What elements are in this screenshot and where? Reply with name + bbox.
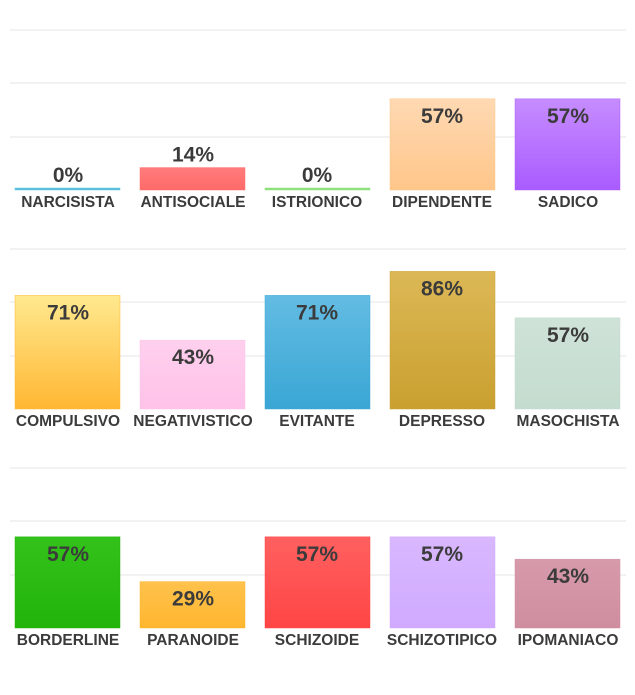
- data-label: 57%: [421, 543, 463, 566]
- bar: [514, 98, 621, 191]
- data-label: 86%: [421, 277, 463, 300]
- category-label: SADICO: [538, 194, 598, 211]
- data-label: 57%: [296, 543, 338, 566]
- bar: [389, 98, 496, 191]
- data-label: 57%: [547, 324, 589, 347]
- category-label: PARANOIDE: [147, 632, 239, 649]
- category-label: EVITANTE: [279, 413, 355, 430]
- category-label: COMPULSIVO: [16, 413, 120, 430]
- data-label: 43%: [172, 346, 214, 369]
- category-label: NARCISISTA: [21, 194, 115, 211]
- bar: [139, 581, 246, 629]
- bar: [389, 536, 496, 629]
- bar: [264, 295, 371, 410]
- category-label: DEPRESSO: [399, 413, 485, 430]
- bar: [389, 271, 496, 410]
- category-label: SCHIZOIDE: [275, 632, 359, 649]
- category-label: ANTISOCIALE: [140, 194, 245, 211]
- category-label: MASOCHISTA: [516, 413, 619, 430]
- bar: [14, 536, 121, 629]
- bar: [14, 187, 121, 191]
- category-label: NEGATIVISTICO: [133, 413, 252, 430]
- data-label: 57%: [47, 543, 89, 566]
- chart-panel-3: 57% BORDERLINE 29% PARANOIDE 57% SCHIZOIDE 57%…: [10, 467, 626, 649]
- chart-panel-2: 71% COMPULSIVO 43% NEGATIVISTICO 71% EVITANTE…: [10, 248, 626, 430]
- category-label: IPOMANIACO: [518, 632, 619, 649]
- data-label: 43%: [547, 565, 589, 588]
- data-label: 71%: [296, 301, 338, 324]
- category-label: ISTRIONICO: [272, 194, 362, 211]
- bar: [139, 167, 246, 191]
- data-label: 57%: [547, 105, 589, 128]
- bar: [514, 558, 621, 629]
- data-label: 14%: [172, 144, 214, 167]
- data-label: 57%: [421, 105, 463, 128]
- category-label: BORDERLINE: [17, 632, 119, 649]
- category-label: DIPENDENTE: [392, 194, 492, 211]
- bar: [264, 187, 371, 191]
- bar: [139, 339, 246, 410]
- data-label: 29%: [172, 588, 214, 611]
- chart-panel-1: 0% NARCISISTA 14% ANTISOCIALE 0% ISTRIONICO 57…: [10, 29, 626, 211]
- category-label: SCHIZOTIPICO: [387, 632, 497, 649]
- data-label: 0%: [302, 164, 333, 187]
- bar: [14, 295, 121, 410]
- data-label: 71%: [47, 301, 89, 324]
- bar: [264, 536, 371, 629]
- bar: [514, 317, 621, 410]
- data-label: 0%: [53, 164, 84, 187]
